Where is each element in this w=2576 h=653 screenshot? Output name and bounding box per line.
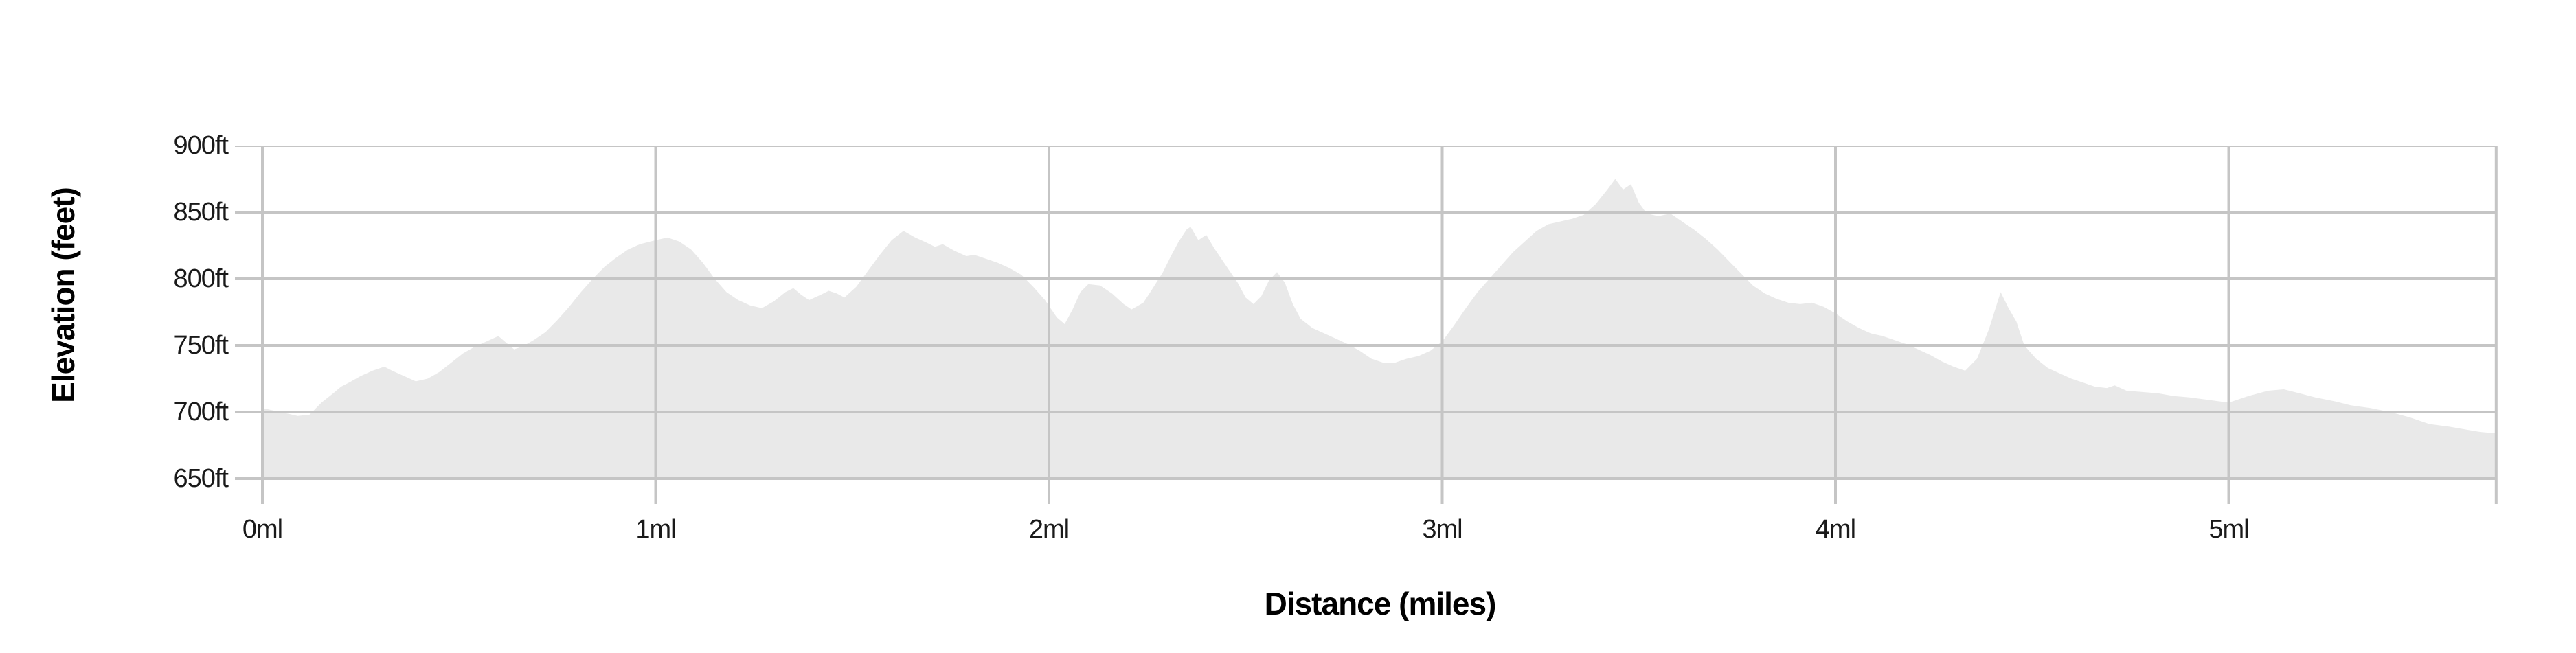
elevation-area <box>262 179 2496 479</box>
elevation-plot <box>235 146 2498 504</box>
y-tick-label: 750ft <box>173 331 229 360</box>
x-tick-label: 0ml <box>242 515 283 544</box>
y-tick-label: 900ft <box>173 131 229 160</box>
y-tick-label: 650ft <box>173 464 229 493</box>
x-tick-label: 4ml <box>1815 515 1856 544</box>
y-tick-label: 850ft <box>173 198 229 227</box>
x-tick-label: 2ml <box>1028 515 1070 544</box>
x-tick-label: 5ml <box>2208 515 2249 544</box>
x-tick-label: 1ml <box>635 515 676 544</box>
y-tick-label: 700ft <box>173 398 229 426</box>
y-tick-label: 800ft <box>173 264 229 293</box>
x-tick-label: 3ml <box>1422 515 1462 544</box>
x-axis-title: Distance (miles) <box>1264 586 1497 621</box>
